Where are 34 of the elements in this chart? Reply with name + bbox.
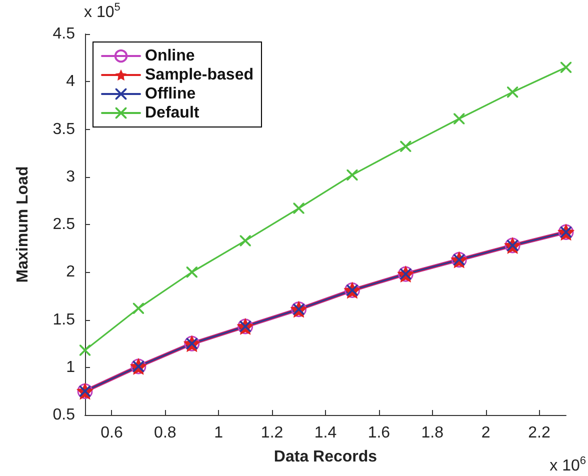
x-axis-title: Data Records [274, 448, 378, 466]
legend-label: Online [145, 48, 195, 64]
legend-label: Sample-based [145, 66, 254, 84]
x-tick-label: 1.6 [368, 424, 390, 442]
x-tick-label: 1.2 [260, 424, 284, 442]
y-tick-label: 4 [66, 73, 76, 90]
x-tick-label: 0.6 [100, 424, 123, 442]
x-tick-label: 2 [481, 424, 490, 442]
x-tick-label: 1.8 [421, 424, 444, 442]
y-tick-label: 2.5 [52, 216, 76, 233]
point [454, 113, 465, 124]
y-axis-title: Maximum Load [14, 166, 32, 283]
point [80, 344, 90, 356]
x-tick-label: 1.4 [314, 424, 337, 442]
point [507, 86, 518, 98]
y-tick-label: 3.5 [52, 120, 76, 138]
y-tick-label: 1.5 [52, 311, 76, 328]
point [240, 235, 251, 246]
y-tick-label: 2 [66, 264, 76, 281]
x-tick-label: 1 [214, 424, 224, 442]
point [560, 62, 572, 73]
y-tick-label: 3 [66, 168, 76, 186]
point [400, 140, 412, 152]
point [346, 169, 358, 180]
x-tick-label: 2.2 [528, 424, 550, 442]
legend-label: Default [145, 104, 200, 122]
y-tick-label: 0.5 [52, 406, 76, 424]
y-tick-label: 1 [66, 358, 76, 376]
legend-label: Offline [145, 86, 196, 102]
y-tick-label: 4.5 [52, 26, 76, 42]
point [132, 302, 144, 314]
x-tick-label: 0.8 [154, 424, 176, 442]
point [293, 202, 304, 214]
point [186, 266, 198, 278]
